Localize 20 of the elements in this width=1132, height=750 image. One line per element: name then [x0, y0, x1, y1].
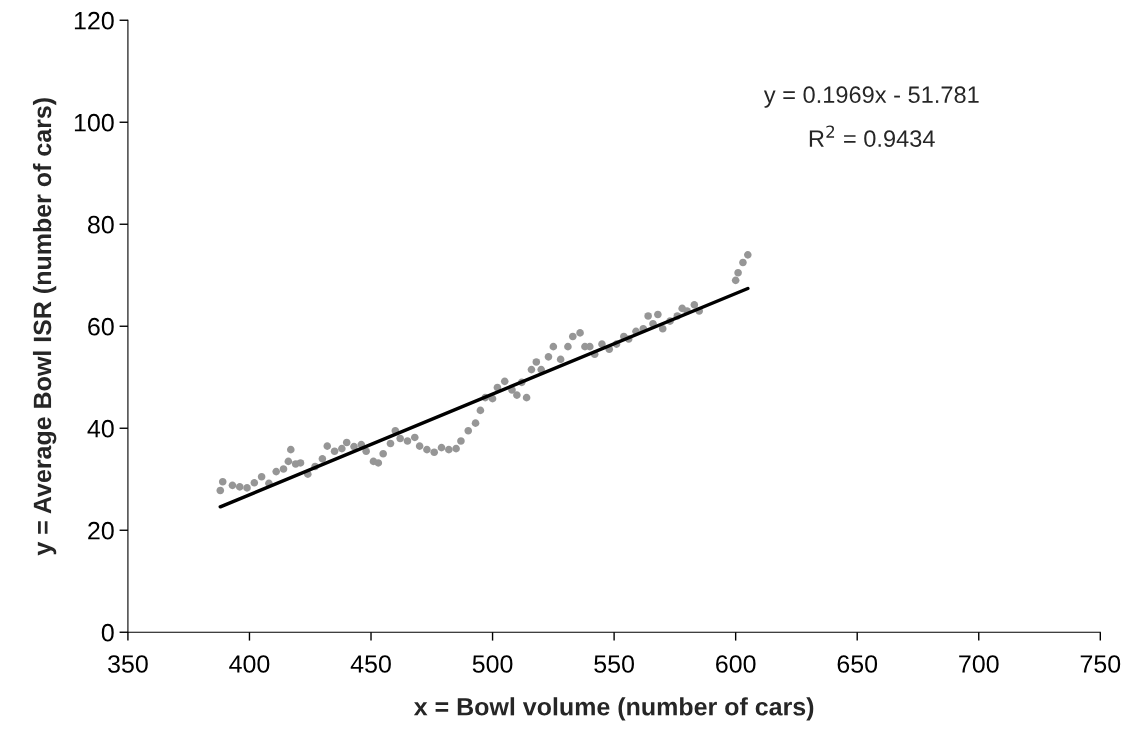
y-tick-label: 60	[88, 317, 114, 336]
x-tick-label: 700	[959, 655, 999, 673]
y-tick-label: 120	[74, 11, 114, 30]
x-axis-title: x = Bowl volume (number of cars)	[413, 697, 814, 721]
x-tick-label: 450	[350, 655, 391, 673]
x-tick-label: 600	[716, 655, 756, 673]
x-tick-label: 350	[108, 655, 148, 673]
x-tick-label: 550	[594, 655, 634, 673]
y-tick-label: 40	[87, 419, 114, 438]
y-tick-label: 0	[101, 623, 114, 642]
annotation: y = 0.1969x - 51.781	[763, 86, 979, 108]
y-tick-label: 20	[88, 521, 114, 540]
x-tick-label: 650	[837, 655, 878, 673]
y-axis-title: y = Average Bowl ISR (number of cars)	[32, 98, 57, 556]
annotation: R$^{2}$ = 0.9434	[809, 125, 935, 147]
y-tick-label: 80	[88, 215, 114, 234]
x-tick-label: 500	[472, 655, 513, 673]
y-tick-label: 100	[74, 113, 114, 132]
x-tick-label: 400	[229, 655, 270, 673]
x-tick-label: 750	[1080, 655, 1121, 673]
